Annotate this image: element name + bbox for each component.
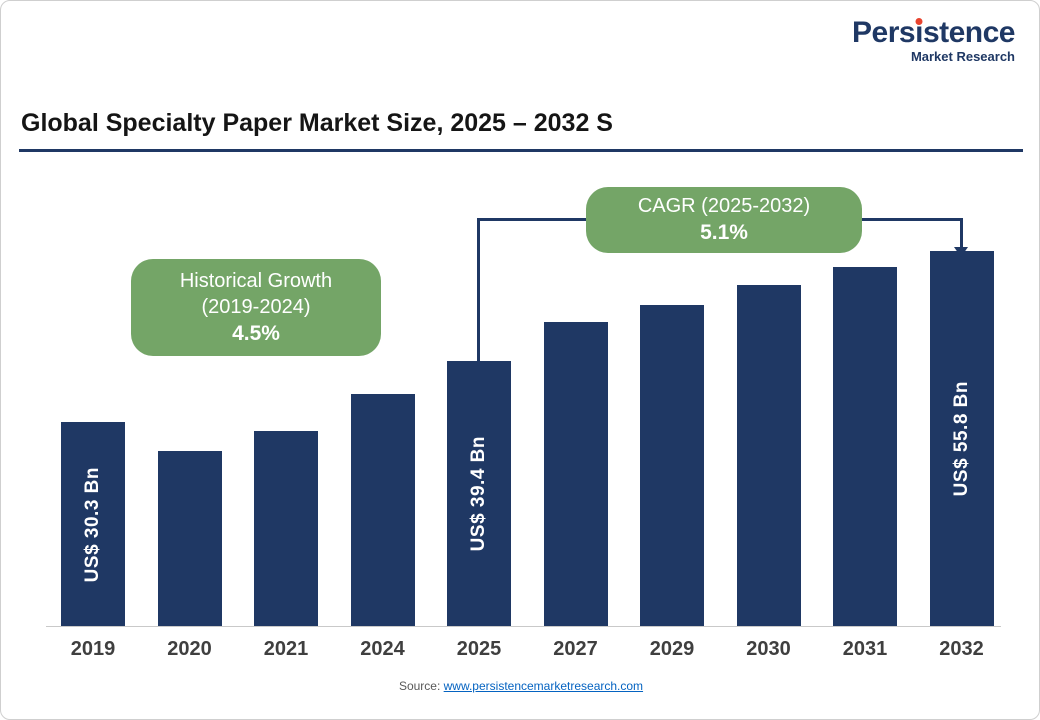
x-axis-label-2020: 2020: [167, 638, 212, 660]
logo-text-pre: Pers: [852, 16, 916, 49]
cagr-value: 5.1%: [700, 221, 748, 245]
bar-2030: [736, 284, 801, 626]
x-axis-label-2027: 2027: [553, 638, 598, 660]
cagr-connector-vertical-right: [960, 218, 963, 248]
bar-2020: [157, 451, 222, 626]
logo-text-post: stence: [922, 16, 1016, 49]
cagr-connector-horizontal-right: [861, 218, 963, 221]
cagr-connector-horizontal-left: [477, 218, 587, 221]
logo-tagline: Market Research: [910, 48, 1015, 64]
cagr-annotation: CAGR (2025-2032) 5.1%: [586, 187, 862, 253]
x-axis-label-2029: 2029: [649, 638, 695, 660]
bar-value-label-2019: US$ 30.3 Bn: [82, 466, 103, 582]
cagr-connector-vertical-left: [477, 218, 480, 361]
bar-2032: US$ 55.8 Bn: [929, 251, 994, 626]
x-axis-label-2021: 2021: [263, 638, 309, 660]
title-underline: [19, 149, 1023, 152]
chart-title: Global Specialty Paper Market Size, 2025…: [21, 109, 613, 137]
cagr-connector-arrowhead-icon: [954, 247, 968, 257]
historical-growth-line2: (2019-2024): [201, 295, 311, 318]
pmr-logo: Persistence Market Research: [852, 17, 1015, 63]
historical-growth-annotation: Historical Growth (2019-2024) 4.5%: [131, 259, 381, 356]
source-prefix: Source:: [398, 679, 444, 693]
cagr-line1: CAGR (2025-2032): [637, 195, 811, 218]
logo-wordmark: Persistence: [852, 17, 1015, 49]
x-axis-baseline: [46, 626, 1001, 627]
x-axis-label-2019: 2019: [70, 638, 116, 660]
historical-growth-value: 4.5%: [232, 321, 280, 345]
bar-2027: [543, 322, 608, 626]
x-axis-label-2031: 2031: [842, 638, 888, 660]
x-axis-label-2030: 2030: [746, 638, 791, 660]
historical-growth-line1: Historical Growth: [179, 269, 333, 292]
bar-2025: US$ 39.4 Bn: [447, 361, 511, 626]
source-link[interactable]: www.persistencemarketresearch.com: [443, 679, 644, 693]
x-axis-label-2032: 2032: [939, 638, 984, 660]
bar-2031: [833, 267, 897, 626]
bar-2029: [640, 304, 704, 626]
bar-2024: [350, 394, 415, 626]
bar-value-label-2032: US$ 55.8 Bn: [950, 380, 972, 497]
logo-red-dot-i: i: [915, 16, 923, 49]
x-axis-label-2025: 2025: [456, 638, 502, 660]
bar-2019: US$ 30.3 Bn: [61, 422, 125, 626]
bar-2021: [254, 431, 318, 626]
source-line: Source: www.persistencemarketresearch.co…: [1, 679, 1039, 693]
bar-value-label-2025: US$ 39.4 Bn: [468, 435, 489, 552]
x-axis-label-2024: 2024: [360, 638, 405, 660]
